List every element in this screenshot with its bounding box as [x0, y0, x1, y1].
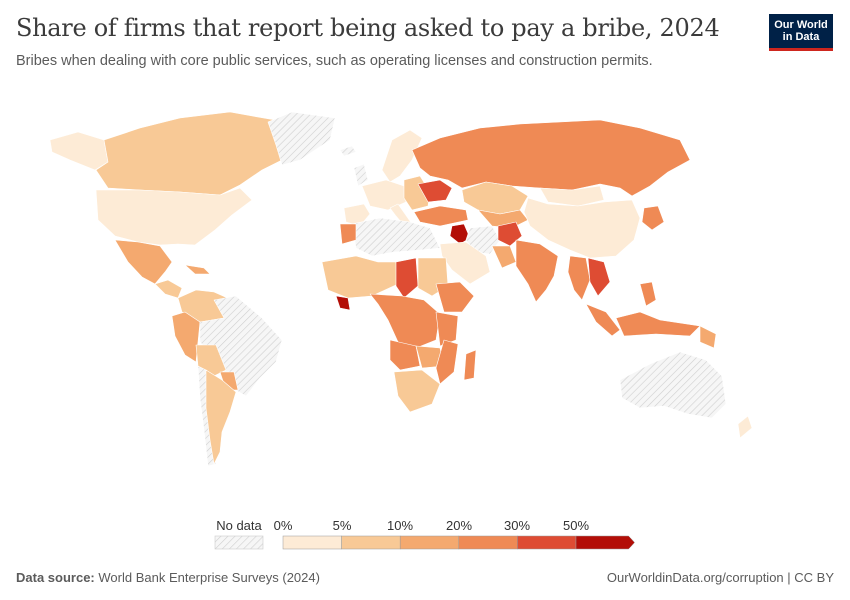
region-india[interactable]: [515, 239, 559, 303]
region-argentina[interactable]: [205, 369, 237, 465]
region-canada[interactable]: [95, 111, 301, 196]
region-iraq[interactable]: [449, 223, 471, 245]
region-ethiopia-horn[interactable]: [435, 281, 475, 313]
logo-line-2: in Data: [782, 31, 820, 43]
legend-bin-1[interactable]: [341, 535, 401, 550]
region-myanmar-thailand[interactable]: [567, 255, 591, 301]
data-source-text[interactable]: World Bank Enterprise Surveys (2024): [98, 570, 320, 585]
region-chad[interactable]: [395, 257, 419, 299]
region-vietnam-laos[interactable]: [587, 257, 611, 297]
region-cuba[interactable]: [184, 264, 211, 275]
legend-tick-20: 20%: [445, 518, 473, 533]
region-greenland[interactable]: [267, 111, 336, 166]
region-madagascar[interactable]: [463, 349, 477, 381]
region-mexico[interactable]: [114, 239, 173, 285]
region-papua[interactable]: [699, 325, 717, 349]
region-angola[interactable]: [389, 339, 421, 371]
legend-bin-0[interactable]: [282, 535, 342, 550]
region-north-africa[interactable]: [351, 217, 441, 257]
legend-tick-0: 0%: [273, 518, 293, 533]
region-morocco[interactable]: [339, 223, 357, 245]
region-central-africa[interactable]: [369, 293, 441, 349]
region-korea-japan[interactable]: [641, 205, 665, 231]
legend-tick-50: 50%: [562, 518, 590, 533]
legend-bin-5[interactable]: [575, 535, 635, 550]
region-philippines[interactable]: [639, 281, 657, 307]
region-australia[interactable]: [619, 351, 727, 419]
region-russia[interactable]: [411, 119, 691, 197]
footer-link[interactable]: OurWorldinData.org/corruption | CC BY: [606, 570, 834, 585]
region-mozambique[interactable]: [435, 339, 459, 385]
legend-bin-3[interactable]: [458, 535, 518, 550]
owid-logo[interactable]: Our World in Data: [769, 14, 833, 51]
region-east-africa[interactable]: [435, 311, 459, 347]
legend-tick-10: 10%: [386, 518, 414, 533]
legend-no-data-swatch[interactable]: [214, 535, 264, 550]
region-brazil[interactable]: [199, 295, 283, 397]
region-new-zealand[interactable]: [737, 415, 753, 439]
logo-line-1: Our World: [774, 19, 828, 31]
region-central-america[interactable]: [154, 279, 183, 299]
region-iceland[interactable]: [339, 145, 357, 157]
chart-subtitle: Bribes when dealing with core public ser…: [16, 53, 653, 69]
region-indonesia-east[interactable]: [615, 311, 701, 337]
legend-tick-30: 30%: [503, 518, 531, 533]
legend-no-data-label: No data: [216, 518, 262, 533]
region-liberia[interactable]: [335, 295, 351, 311]
data-source: Data source: World Bank Enterprise Surve…: [16, 570, 320, 585]
region-china[interactable]: [523, 197, 641, 259]
region-mongolia[interactable]: [539, 185, 605, 207]
chart-title: Share of firms that report being asked t…: [16, 14, 720, 42]
data-source-label: Data source:: [16, 570, 95, 585]
region-iran[interactable]: [465, 225, 501, 255]
region-southern-africa[interactable]: [393, 369, 441, 413]
legend-bin-2[interactable]: [399, 535, 460, 550]
region-iberia[interactable]: [343, 203, 371, 227]
legend-tick-5: 5%: [332, 518, 352, 533]
region-western-europe[interactable]: [361, 179, 407, 211]
region-uk[interactable]: [353, 163, 369, 187]
legend-bin-4[interactable]: [517, 535, 577, 550]
region-united-states[interactable]: [95, 187, 253, 246]
region-indonesia-west[interactable]: [585, 303, 621, 337]
region-ukraine[interactable]: [417, 179, 453, 203]
region-balkans-turkey[interactable]: [413, 205, 469, 227]
